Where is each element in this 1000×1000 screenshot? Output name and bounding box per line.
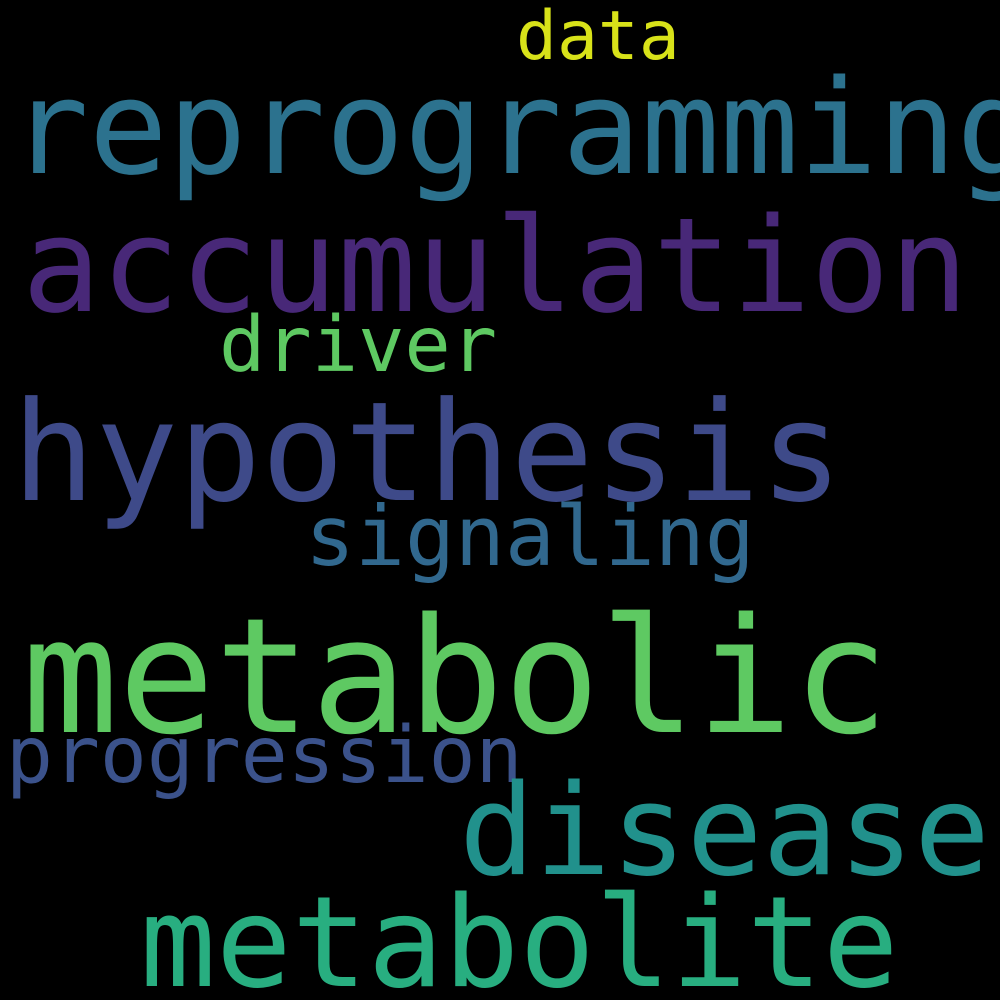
word-hypothesis: hypothesis [12,372,843,533]
word-metabolic: metabolic [22,583,889,770]
word-data: data [516,0,680,76]
word-disease: disease [459,757,991,904]
word-reprogramming: reprogramming [10,51,1000,204]
word-driver: driver [219,301,498,390]
word-signaling: signaling [305,488,755,585]
word-accumulation: accumulation [22,189,969,342]
word-metabolite: metabolite [140,869,899,1000]
word-progression: progression [6,711,523,801]
